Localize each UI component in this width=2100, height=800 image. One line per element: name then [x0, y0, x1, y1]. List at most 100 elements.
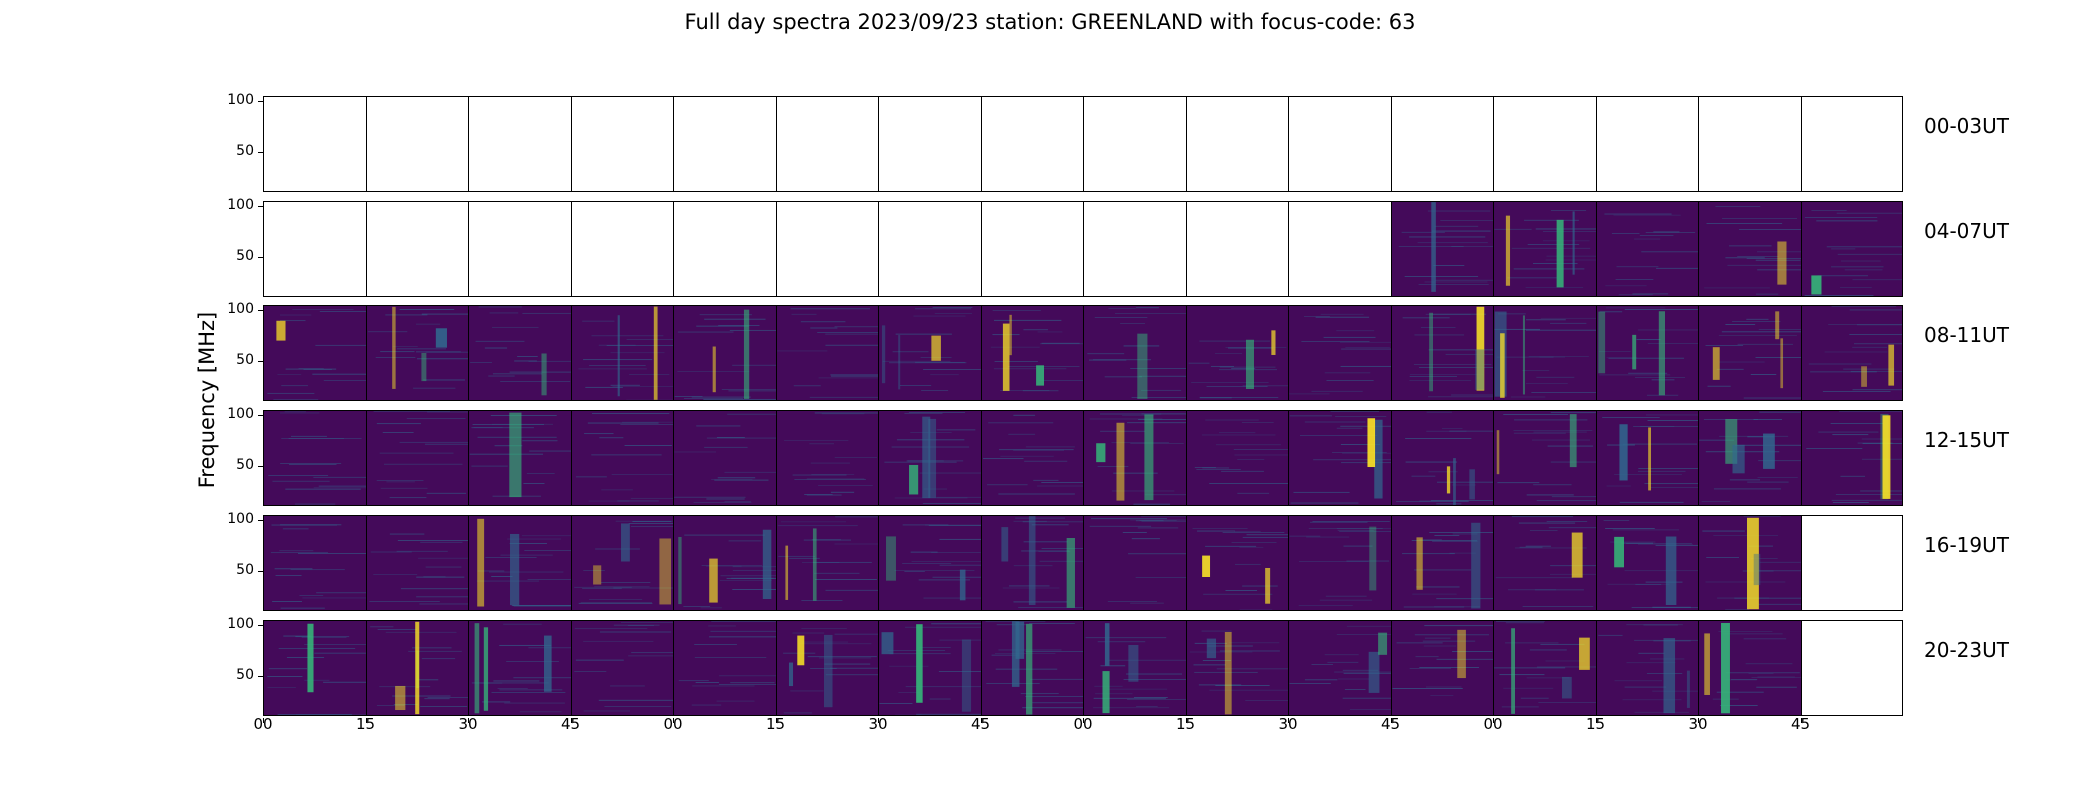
empty-panel [469, 97, 572, 191]
spectrum-panel [674, 411, 777, 505]
spectrum-panel [264, 411, 367, 505]
chart-title: Full day spectra 2023/09/23 station: GRE… [684, 10, 1416, 34]
spectrum-panel [1186, 306, 1289, 400]
empty-panel [367, 97, 469, 191]
spectrum-panel [571, 306, 674, 400]
spectrum-panel [1596, 411, 1699, 505]
y-tick-mark [258, 465, 263, 467]
spectrum-panel [1391, 621, 1494, 715]
x-tick-label: 15 [1585, 715, 1606, 733]
spectrum-panel [776, 306, 879, 400]
spectrum-panel [1186, 621, 1289, 715]
x-tick-label: 30 [458, 715, 478, 733]
spectrum-panel [1494, 621, 1597, 715]
y-tick-mark [258, 520, 263, 522]
spectrum-panel [469, 516, 572, 610]
y-tick-mark [258, 625, 263, 627]
spectrum-panel [1391, 411, 1494, 505]
spectrum-panel [674, 621, 777, 715]
y-tick-mark [258, 570, 263, 572]
spectra-row [263, 96, 1903, 192]
spectrum-panel [1289, 516, 1392, 610]
spectrum-panel [1699, 516, 1802, 610]
x-tick-mark [570, 718, 572, 723]
spectrum-panel [879, 306, 982, 400]
y-tick-label: 50 [236, 666, 254, 683]
x-tick-label: 00 [253, 715, 273, 733]
y-tick-label: 50 [236, 247, 254, 264]
empty-panel [1802, 621, 1903, 715]
x-tick-label: 30 [1688, 715, 1708, 733]
spectrum-panel [1699, 411, 1802, 505]
y-tick-mark [258, 101, 263, 103]
x-tick-label: 45 [560, 715, 581, 733]
spectrum-panel [264, 621, 367, 715]
empty-panel [982, 97, 1084, 191]
y-tick-label: 50 [236, 142, 254, 159]
empty-panel [777, 97, 879, 191]
x-tick-mark [1800, 718, 1802, 723]
y-tick-label: 100 [227, 92, 254, 109]
y-tick-label: 100 [227, 511, 254, 528]
spectrum-panel [469, 411, 572, 505]
row-label: 16-19UT [1924, 533, 2009, 557]
spectrum-panel [1186, 411, 1289, 505]
empty-panel [1084, 97, 1187, 191]
empty-panel [1802, 516, 1903, 610]
spectrum-panel [571, 516, 674, 610]
spectrum-panel [1699, 306, 1802, 400]
y-tick-label: 100 [227, 406, 254, 423]
x-tick-mark [980, 718, 982, 723]
x-tick-label: 45 [1790, 715, 1811, 733]
spectrum-panel [1801, 306, 1902, 400]
empty-panel [367, 202, 469, 296]
x-tick-label: 15 [765, 715, 786, 733]
empty-panel [1494, 97, 1597, 191]
empty-panel [264, 97, 367, 191]
x-tick-mark [1083, 718, 1084, 723]
spectrum-panel [366, 516, 469, 610]
spectrum-panel [1699, 621, 1802, 715]
spectrum-panel [1391, 202, 1494, 296]
x-tick-mark [1595, 718, 1597, 723]
y-tick-label: 100 [227, 301, 254, 318]
spectrum-panel [879, 516, 982, 610]
empty-panel [674, 202, 777, 296]
x-tick-mark [1185, 718, 1187, 723]
empty-panel [1289, 97, 1392, 191]
spectrum-panel [264, 306, 367, 400]
row-label: 00-03UT [1924, 114, 2009, 138]
y-tick-mark [258, 256, 263, 258]
x-tick-label: 00 [663, 715, 683, 733]
spectrum-panel [776, 411, 879, 505]
spectrum-panel [1801, 202, 1902, 296]
x-tick-label: 30 [1278, 715, 1298, 733]
empty-panel [674, 97, 777, 191]
spectrum-panel [879, 621, 982, 715]
spectrum-panel [1494, 411, 1597, 505]
spectrum-panel [1596, 516, 1699, 610]
y-tick-mark [258, 360, 263, 362]
spectrum-panel [1494, 516, 1597, 610]
spectrum-panel [1289, 411, 1392, 505]
spectrum-panel [1391, 516, 1494, 610]
x-tick-label: 00 [1073, 715, 1093, 733]
empty-panel [469, 202, 572, 296]
empty-panel [1187, 202, 1289, 296]
empty-panel [879, 202, 982, 296]
empty-panel [264, 202, 367, 296]
empty-panel [982, 202, 1084, 296]
x-tick-mark [1493, 718, 1494, 723]
spectrum-panel [366, 306, 469, 400]
spectrum-panel [674, 306, 777, 400]
x-tick-mark [468, 718, 469, 723]
row-label: 04-07UT [1924, 219, 2009, 243]
spectrum-panel [1084, 621, 1187, 715]
spectrum-panel [1596, 306, 1699, 400]
spectrum-panel [1289, 621, 1392, 715]
y-tick-label: 50 [236, 456, 254, 473]
spectrum-panel [1186, 516, 1289, 610]
empty-panel [572, 202, 674, 296]
spectrum-panel [469, 306, 572, 400]
